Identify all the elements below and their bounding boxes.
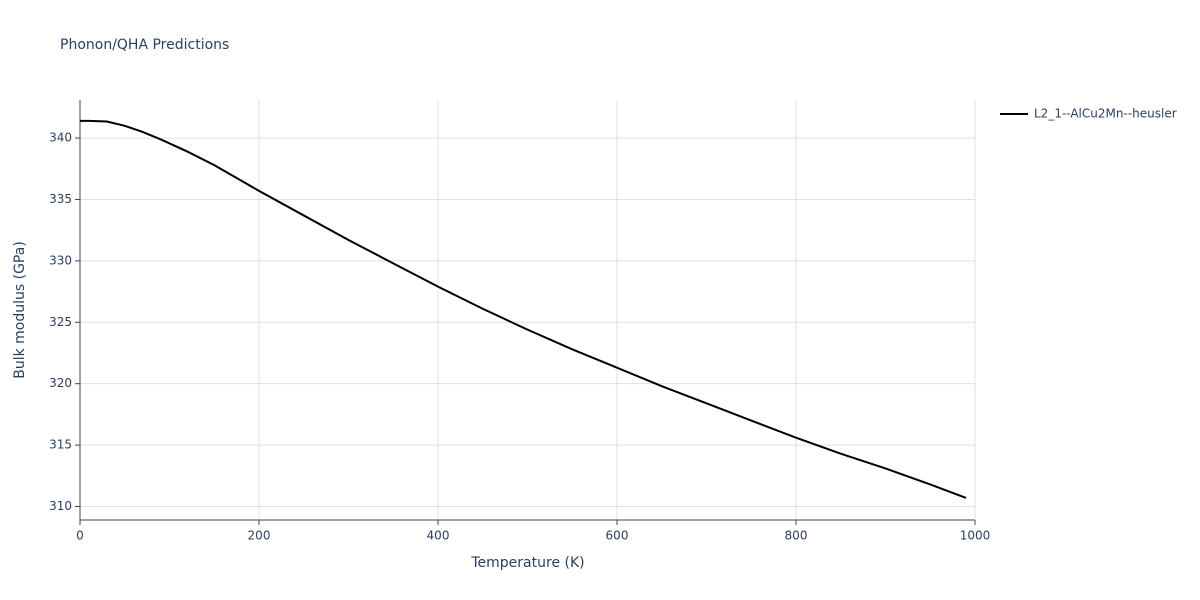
x-tick-label: 400 [427,529,450,543]
y-axis-title: Bulk modulus (GPa) [12,241,28,379]
y-tick-label: 325 [49,315,72,329]
chart-title: Phonon/QHA Predictions [60,37,229,53]
x-tick-label: 600 [606,529,629,543]
legend-label: L2_1--AlCu2Mn--heusler [1034,107,1177,121]
x-tick-label: 200 [248,529,271,543]
x-tick-label: 1000 [960,529,991,543]
y-tick-label: 330 [49,253,72,267]
y-tick-label: 320 [49,376,72,390]
line-series [80,119,967,499]
x-tick-label: 800 [785,529,808,543]
x-tick-label: 0 [76,529,84,543]
x-axis-title: Temperature (K) [470,555,584,571]
y-tick-label: 310 [49,499,72,513]
y-tick-label: 315 [49,438,72,452]
y-tick-label: 340 [49,131,72,145]
y-tick-label: 335 [49,192,72,206]
